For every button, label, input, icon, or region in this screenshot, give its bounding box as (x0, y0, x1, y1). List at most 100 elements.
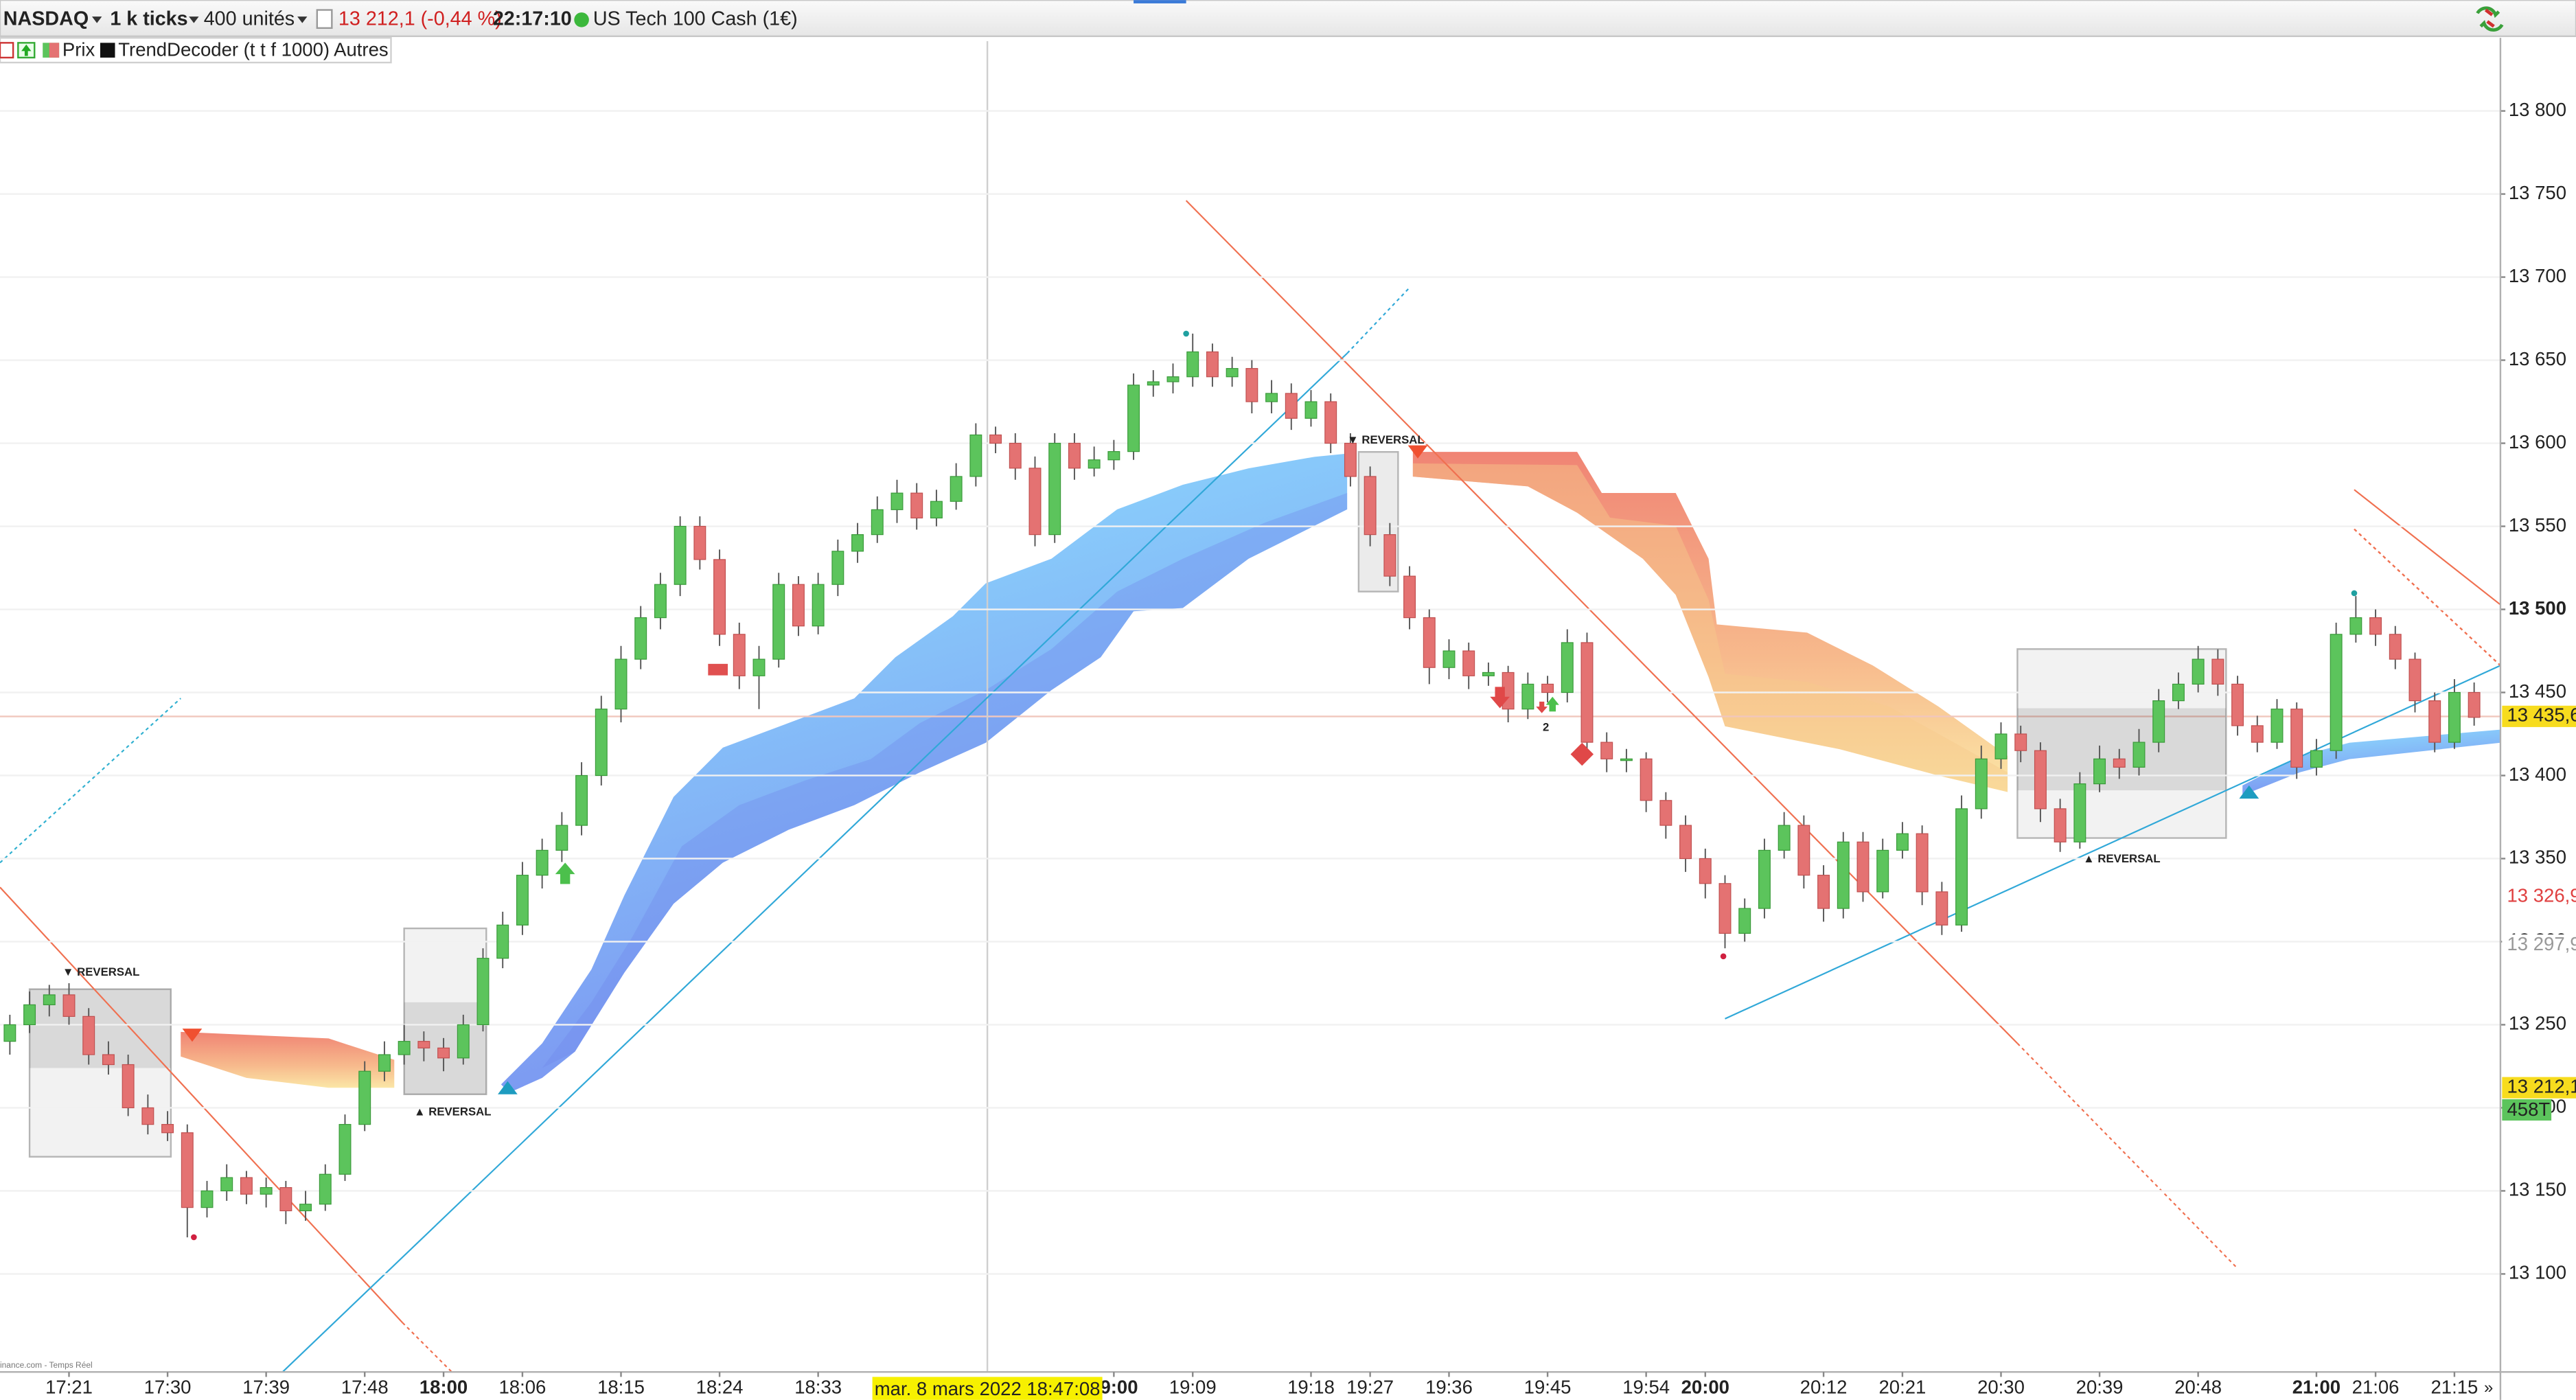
dropdown-arrow (92, 16, 102, 23)
plot-area: ▼ REVERSAL ▲ REVERSAL ▼ REVERSAL ▲ REVERSAL… (3, 330, 2481, 1241)
candle-body (1896, 833, 1909, 851)
sync-icon[interactable] (2476, 6, 2504, 32)
candle-body (1758, 849, 1771, 909)
x-tick-label: 19:45 (1524, 1376, 1572, 1397)
trend-line-projection (2016, 1042, 2238, 1270)
x-tick-label: 19:09 (1169, 1376, 1217, 1397)
candle-body (299, 1204, 312, 1212)
price-marker (2502, 1077, 2576, 1099)
candle-body (102, 1054, 115, 1066)
candle-body (1778, 825, 1791, 851)
trend-cloud (501, 453, 1348, 1093)
trend-line (1185, 200, 2019, 1044)
candle-body (1679, 825, 1692, 860)
sync-icon-part (2484, 8, 2495, 28)
candle-body (851, 534, 864, 552)
trend-cloud-core (542, 493, 1348, 1068)
signal-triangle (182, 1029, 203, 1042)
candle-body (161, 1124, 174, 1134)
candle-body (890, 492, 904, 510)
trend-line (1725, 665, 2501, 1020)
instrument: US Tech 100 Cash (1€) (593, 8, 798, 30)
extreme-dot (2351, 590, 2358, 597)
y-tick-label: 13 750 (2509, 182, 2566, 203)
trend-cloud (1412, 452, 2008, 792)
x-tick-label: 21:15 (2431, 1376, 2479, 1397)
y-tick-label: 13 250 (2509, 1013, 2566, 1034)
price-marker-label: 13 435,6 (2507, 704, 2576, 726)
legend-icon[interactable] (0, 42, 14, 59)
x-tick-label: 19:36 (1425, 1376, 1473, 1397)
candle-body (2093, 758, 2106, 785)
candle-body (614, 658, 628, 710)
candle-body (2408, 658, 2422, 702)
candle-body (2034, 750, 2047, 810)
candle-body (1580, 642, 1594, 743)
tick-count: 458T (2507, 1099, 2551, 1120)
price-marker-label: 13 297,9 (2507, 933, 2576, 954)
candle-body (1975, 758, 1988, 810)
candle-body (338, 1124, 352, 1175)
dropdown-arrow (297, 16, 308, 23)
candle-body (1462, 650, 1475, 676)
y-tick-label: 13 400 (2509, 764, 2566, 785)
candle-body (141, 1107, 154, 1125)
candle-body (812, 584, 825, 627)
trend-line-projection (402, 1322, 452, 1373)
annotation: ▲ REVERSAL (414, 1105, 491, 1118)
candle-body (437, 1047, 450, 1059)
y-tick-label: 13 650 (2509, 348, 2566, 369)
candle-body (2231, 683, 2244, 726)
candle-body (240, 1177, 253, 1195)
legend-swatch (100, 43, 115, 58)
scroll-right[interactable]: » (2484, 1378, 2493, 1397)
candle-body (43, 994, 56, 1006)
candle-body (752, 658, 766, 676)
signal-arrow-up (1545, 696, 1559, 712)
price-marker-label: 13 212,1 (2507, 1075, 2576, 1097)
candle-body (358, 1070, 371, 1125)
trend-line-projection (1346, 287, 1410, 354)
candle-body (2054, 808, 2067, 842)
x-tick-label: 19:54 (1622, 1376, 1670, 1397)
candle-body (1640, 758, 1653, 801)
signal-arrow-down (1490, 687, 1510, 709)
candle-body (1620, 758, 1633, 761)
candle-body (1245, 368, 1258, 402)
candle-body (2251, 725, 2264, 743)
x-tick-label: 17:48 (341, 1376, 389, 1397)
candle-body (2132, 742, 2146, 768)
dropdown-arrow (189, 16, 199, 23)
candle-body (1423, 617, 1436, 668)
x-tick-label: 18:33 (794, 1376, 842, 1397)
candle-body (575, 774, 588, 826)
candle-body (536, 849, 549, 876)
units-select[interactable]: 400 unités (204, 8, 295, 30)
candle-body (1285, 393, 1298, 419)
x-tick-label: 17:39 (242, 1376, 290, 1397)
trend-line-projection (2354, 528, 2501, 667)
candle-body (476, 958, 490, 1026)
reversal-zone (403, 927, 487, 1095)
candle-body (1916, 833, 1929, 893)
candle-body (220, 1177, 233, 1192)
annotation: ▼ REVERSAL (62, 965, 139, 978)
x-tick-label: 20:39 (2076, 1376, 2124, 1397)
candle-body (1304, 401, 1318, 419)
y-tick-label: 13 350 (2509, 847, 2566, 868)
candle-body (1344, 442, 1357, 477)
candle-body (1797, 825, 1810, 876)
candle-body (62, 994, 76, 1017)
candle-body (1048, 442, 1061, 536)
candle-body (1994, 733, 2008, 759)
timeframe-select[interactable]: 1 k ticks (110, 8, 187, 30)
candle-body (1521, 683, 1534, 710)
candle-body (2192, 658, 2205, 685)
candle-body (733, 634, 746, 676)
trend-cloud (181, 1031, 395, 1088)
legend-indicator[interactable]: TrendDecoder (t t f 1000) Autres (118, 39, 388, 60)
candle-body (595, 709, 608, 777)
legend-price[interactable]: Prix (62, 39, 95, 60)
symbol-select[interactable]: NASDAQ (3, 8, 89, 30)
candle-body (457, 1024, 470, 1059)
